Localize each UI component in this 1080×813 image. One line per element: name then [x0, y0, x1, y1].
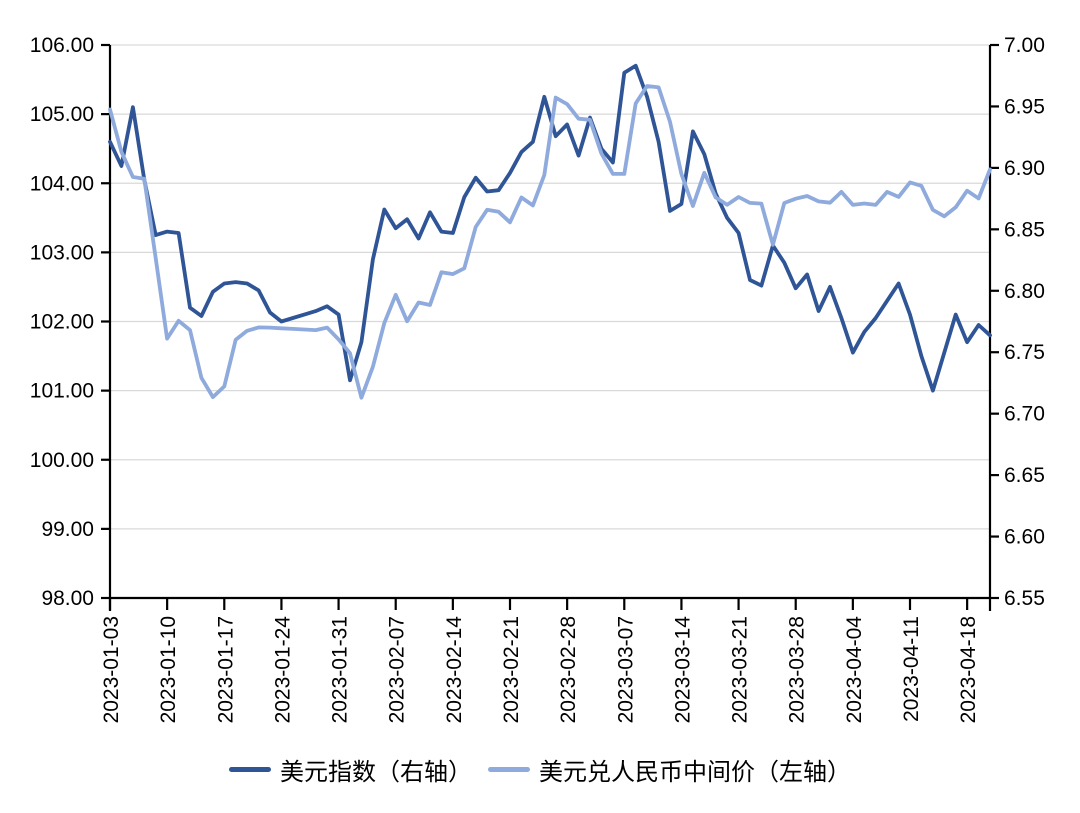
x-tick-label: 2023-01-24: [271, 616, 294, 724]
y-left-tick-label: 100.00: [30, 449, 94, 472]
usd-cny-fix-line: [108, 84, 992, 400]
y-right-tick-label: 6.85: [1004, 218, 1045, 241]
x-tick-label: 2023-01-31: [329, 616, 352, 723]
y-left-tick-label: 105.00: [30, 103, 94, 126]
x-tick-label: 2023-02-07: [386, 616, 409, 723]
x-tick-label: 2023-02-28: [557, 616, 580, 723]
y-left-tick-label: 104.00: [30, 172, 94, 195]
legend-item-dollar-index: 美元指数（右轴）: [229, 752, 472, 787]
x-tick-label: 2023-03-21: [729, 616, 752, 723]
dollar-index-line: [108, 63, 992, 393]
y-axis-left-labels: 106.00 105.00 104.00 103.00 102.00 101.00 100.…: [30, 34, 110, 610]
y-right-tick-label: 6.80: [1004, 280, 1045, 303]
y-right-tick-label: 6.65: [1004, 464, 1045, 487]
x-tick-label: 2023-01-03: [100, 616, 123, 723]
gridlines: [110, 44, 990, 530]
y-left-tick-label: 106.00: [30, 34, 94, 57]
y-left-tick-label: 98.00: [41, 587, 94, 610]
y-right-tick-label: 6.55: [1004, 587, 1045, 610]
x-tick-label: 2023-01-17: [214, 616, 237, 723]
x-tick-label: 2023-02-21: [500, 616, 523, 723]
y-right-tick-label: 7.00: [1004, 34, 1045, 57]
y-left-tick-label: 101.00: [30, 380, 94, 403]
legend-item-usd-cny-fix: 美元兑人民币中间价（左轴）: [488, 752, 851, 787]
x-tick-label: 2023-01-10: [157, 616, 180, 723]
x-axis-labels: 2023-01-03 2023-01-10 2023-01-17 2023-01-24…: [100, 598, 980, 723]
y-left-tick-label: 103.00: [30, 241, 94, 264]
legend: 美元指数（右轴） 美元兑人民币中间价（左轴）: [0, 752, 1080, 787]
dollar-index-legend-marker-icon: [229, 767, 271, 772]
y-left-tick-label: 99.00: [41, 518, 94, 541]
y-right-tick-label: 6.60: [1004, 526, 1045, 549]
x-tick-label: 2023-04-04: [843, 616, 866, 724]
x-tick-label: 2023-03-28: [786, 616, 809, 723]
x-tick-label: 2023-04-18: [957, 616, 980, 723]
x-tick-label: 2023-02-14: [443, 616, 466, 724]
axes: [108, 45, 992, 611]
y-right-tick-label: 6.90: [1004, 157, 1045, 180]
usd-cny-fix-legend-marker-icon: [488, 767, 530, 772]
y-left-tick-label: 102.00: [30, 311, 94, 334]
x-tick-label: 2023-03-14: [671, 616, 694, 724]
legend-label-dollar-index: 美元指数（右轴）: [280, 758, 472, 786]
y-right-tick-label: 6.75: [1004, 341, 1045, 364]
legend-label-usd-cny-fix: 美元兑人民币中间价（左轴）: [539, 758, 851, 786]
y-axis-right-labels: 7.00 6.95 6.90 6.85 6.80 6.75 6.70 6.65 6.60 6.55: [990, 34, 1045, 610]
x-tick-label: 2023-04-11: [900, 616, 923, 722]
x-tick-label: 2023-03-07: [614, 616, 637, 723]
y-right-tick-label: 6.70: [1004, 403, 1045, 426]
y-right-tick-label: 6.95: [1004, 95, 1045, 118]
